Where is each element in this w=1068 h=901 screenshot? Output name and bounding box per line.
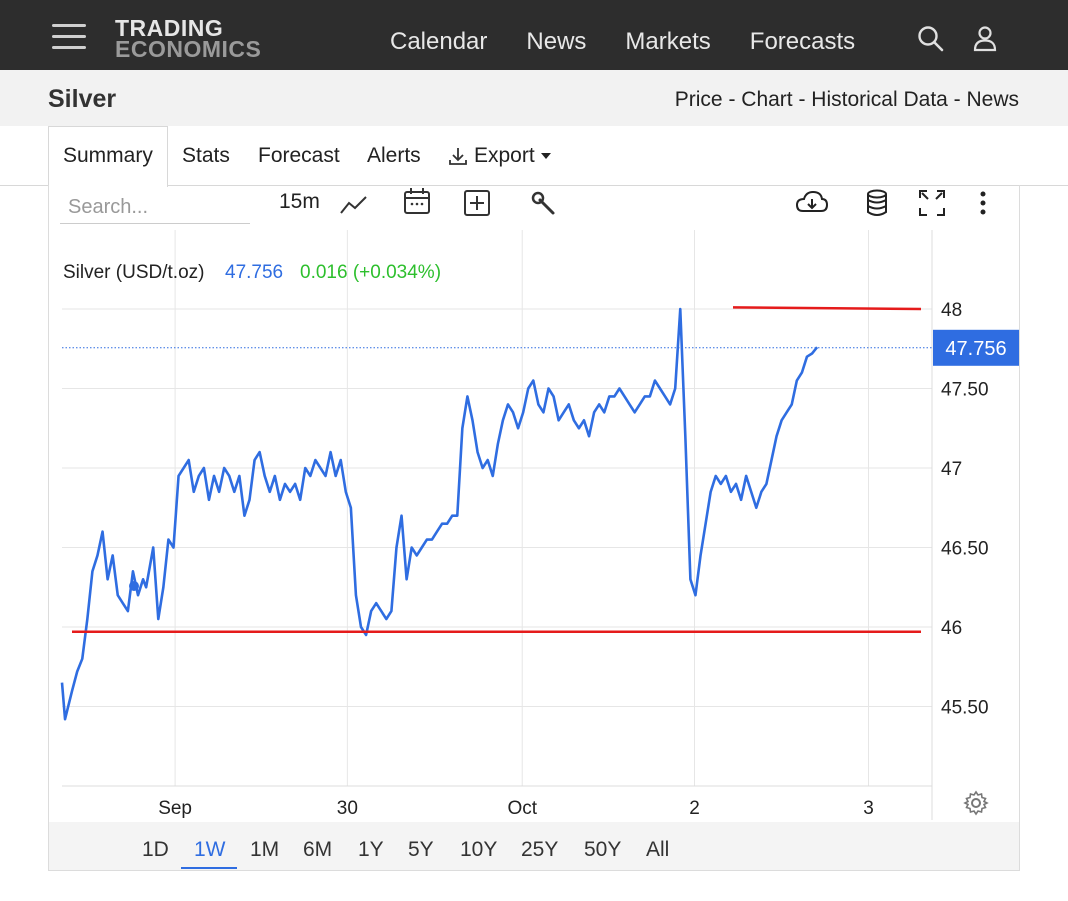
nav-markets[interactable]: Markets	[625, 28, 711, 55]
user-icon[interactable]	[970, 24, 1000, 54]
search-icon[interactable]	[916, 24, 946, 54]
caret-down-icon	[540, 153, 551, 159]
range-bar	[49, 822, 1019, 870]
main-nav: Calendar News Markets Forecasts	[390, 28, 894, 56]
tab-alerts[interactable]: Alerts	[367, 144, 421, 167]
top-navbar: TRADING ECONOMICS Calendar News Markets …	[0, 0, 1068, 70]
logo-line2: ECONOMICS	[115, 36, 262, 62]
range-50y[interactable]: 50Y	[584, 838, 622, 861]
range-all[interactable]: All	[646, 838, 670, 861]
download-icon	[449, 148, 467, 165]
range-1w[interactable]: 1W	[194, 838, 226, 861]
cloud-download-icon[interactable]	[795, 188, 829, 218]
range-25y[interactable]: 25Y	[521, 838, 559, 861]
page-title: Silver	[48, 85, 117, 113]
nav-forecasts[interactable]: Forecasts	[749, 28, 856, 55]
logo-line1: TRADING	[115, 15, 224, 41]
range-1d[interactable]: 1D	[142, 838, 169, 861]
export-label: Export	[474, 144, 535, 167]
tab-summary[interactable]: Summary	[63, 144, 153, 167]
add-indicator-icon[interactable]	[463, 188, 491, 218]
line-chart-icon[interactable]	[338, 190, 370, 220]
tabs-bar: Summary Stats Forecast Alerts Export	[0, 126, 1068, 187]
nav-calendar[interactable]: Calendar	[390, 28, 488, 55]
tab-export[interactable]: Export	[447, 144, 553, 168]
more-vertical-icon[interactable]	[973, 188, 993, 218]
hamburger-menu-icon[interactable]	[52, 24, 86, 50]
range-1m[interactable]: 1M	[250, 838, 280, 861]
range-10y[interactable]: 10Y	[460, 838, 498, 861]
interval-selector[interactable]: 15m	[279, 190, 320, 213]
page-subheader: Silver Price - Chart - Historical Data -…	[0, 70, 1068, 126]
range-6m[interactable]: 6M	[303, 838, 333, 861]
range-5y[interactable]: 5Y	[408, 838, 434, 861]
tab-summary-box	[48, 126, 168, 187]
nav-news[interactable]: News	[526, 28, 587, 55]
chart-panel	[48, 185, 1020, 871]
tab-forecast[interactable]: Forecast	[258, 144, 340, 167]
site-logo[interactable]: TRADING ECONOMICS	[115, 15, 262, 62]
calendar-icon[interactable]	[402, 186, 432, 216]
chart-settings-gear-icon[interactable]	[963, 790, 989, 816]
wrench-icon[interactable]	[530, 189, 558, 219]
tab-stats[interactable]: Stats	[182, 144, 230, 167]
symbol-search-input[interactable]: Search...	[60, 192, 250, 224]
range-1y[interactable]: 1Y	[358, 838, 384, 861]
active-range-indicator	[181, 867, 237, 869]
fullscreen-icon[interactable]	[918, 188, 946, 218]
section-links[interactable]: Price - Chart - Historical Data - News	[674, 88, 1019, 111]
database-icon[interactable]	[865, 188, 889, 218]
